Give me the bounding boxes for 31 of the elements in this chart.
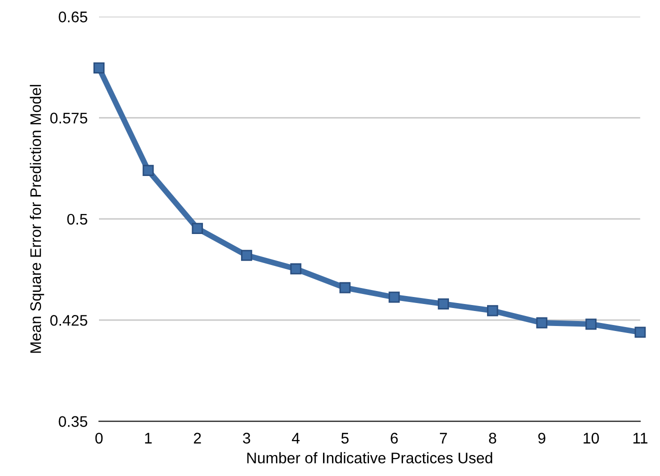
x-tick-label: 11 xyxy=(633,432,648,444)
x-tick-label: 0 xyxy=(95,432,103,444)
x-tick-label: 4 xyxy=(292,432,300,444)
point xyxy=(290,263,302,274)
point xyxy=(536,317,548,328)
point xyxy=(339,282,351,294)
x-tick-label: 1 xyxy=(145,432,152,444)
x-tick-label: 7 xyxy=(440,432,447,444)
point xyxy=(487,305,498,316)
y-tick-label: 0.575 xyxy=(50,112,88,124)
y-tick-label: 0.425 xyxy=(50,314,88,326)
x-tick-label: 5 xyxy=(341,432,349,444)
x-tick-label: 3 xyxy=(242,432,250,444)
point xyxy=(142,164,154,176)
point xyxy=(93,62,105,74)
x-tick-label: 9 xyxy=(538,432,546,444)
x-tick-label: 2 xyxy=(194,432,201,444)
x-tick-label: 10 xyxy=(584,432,599,444)
y-tick-label: 0.65 xyxy=(58,12,88,22)
x-tick-label: 8 xyxy=(489,432,496,444)
y-tick-label: 0.5 xyxy=(67,214,88,225)
x-tick-label: 6 xyxy=(390,432,398,444)
y-tick-label: 0.35 xyxy=(58,416,88,427)
point xyxy=(192,222,203,234)
point xyxy=(388,292,400,303)
point xyxy=(241,250,252,261)
point xyxy=(438,298,449,310)
point xyxy=(634,326,646,338)
y-axis-title: Mean Square Error for Prediction Model xyxy=(30,84,44,353)
x-axis-title: Number of Indicative Practices Used xyxy=(247,452,492,464)
point xyxy=(585,318,597,330)
